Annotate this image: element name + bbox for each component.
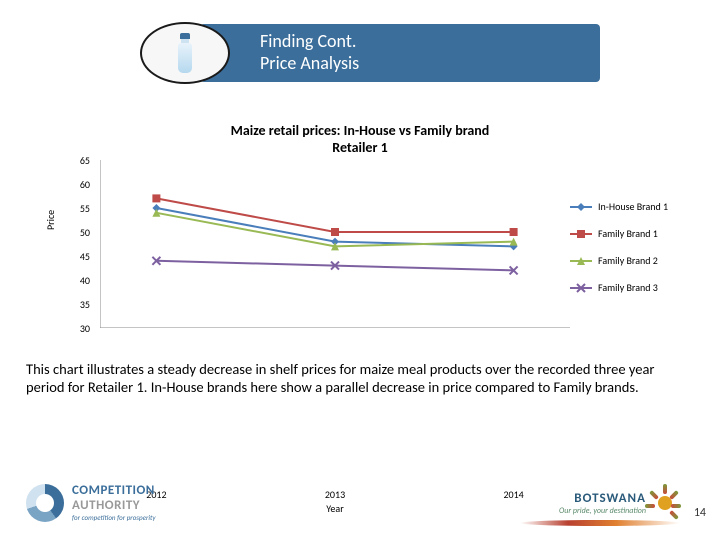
legend-label: Family Brand 1 xyxy=(598,227,658,240)
chart-title-line2: Retailer 1 xyxy=(332,139,387,156)
chart-area: 6560555045403530 201220132014 Year xyxy=(70,160,630,330)
chart-title-line1: Maize retail prices: In-House vs Family … xyxy=(231,122,490,139)
header-banner: Finding Cont. Price Analysis xyxy=(200,24,600,82)
chart-legend: In-House Brand 1 Family Brand 1 Family Bra… xyxy=(570,200,710,308)
legend-item: In-House Brand 1 xyxy=(570,200,710,213)
bottle-icon xyxy=(178,33,192,73)
banner-circle xyxy=(142,24,228,82)
description-text: This chart illustrates a steady decrease… xyxy=(26,360,686,396)
ytick-label: 55 xyxy=(70,202,90,215)
ytick-label: 40 xyxy=(70,274,90,287)
header-line2: Price Analysis xyxy=(260,52,359,74)
chart-title: Maize retail prices: In-House vs Family … xyxy=(0,122,720,156)
competition-authority-icon xyxy=(26,484,64,522)
ytick-label: 50 xyxy=(70,226,90,239)
xtick-label: 2013 xyxy=(315,488,355,501)
footer-left-logo: COMPETITION AUTHORITY for competition fo… xyxy=(26,483,155,522)
page-number: 14 xyxy=(694,506,706,520)
botswana-text: BOTSWANA Our pride, your destination xyxy=(559,491,646,516)
ytick-label: 60 xyxy=(70,178,90,191)
legend-item: Family Brand 3 xyxy=(570,281,710,294)
header-title: Finding Cont. Price Analysis xyxy=(260,30,359,74)
legend-label: Family Brand 2 xyxy=(598,254,658,267)
bw-line1: BOTSWANA xyxy=(559,491,646,506)
botswana-swoosh xyxy=(520,520,680,526)
botswana-sun-icon xyxy=(650,488,680,518)
header-line1: Finding Cont. xyxy=(260,30,359,52)
chart-plot xyxy=(100,160,570,328)
legend-item: Family Brand 2 xyxy=(570,254,710,267)
y-axis-label: Price xyxy=(44,210,57,230)
x-axis-label: Year xyxy=(100,502,570,515)
legend-item: Family Brand 1 xyxy=(570,227,710,240)
bw-tagline: Our pride, your destination xyxy=(559,506,646,516)
ytick-label: 35 xyxy=(70,298,90,311)
ca-line2: AUTHORITY xyxy=(72,498,155,513)
legend-label: In-House Brand 1 xyxy=(598,200,668,213)
legend-label: Family Brand 3 xyxy=(598,281,658,294)
competition-authority-text: COMPETITION AUTHORITY for competition fo… xyxy=(72,483,155,522)
footer-right-logo: BOTSWANA Our pride, your destination xyxy=(520,488,680,526)
ytick-label: 30 xyxy=(70,322,90,335)
ca-line1: COMPETITION xyxy=(72,483,155,498)
ytick-label: 65 xyxy=(70,154,90,167)
ytick-label: 45 xyxy=(70,250,90,263)
ca-tagline: for competition for prosperity xyxy=(72,513,155,522)
